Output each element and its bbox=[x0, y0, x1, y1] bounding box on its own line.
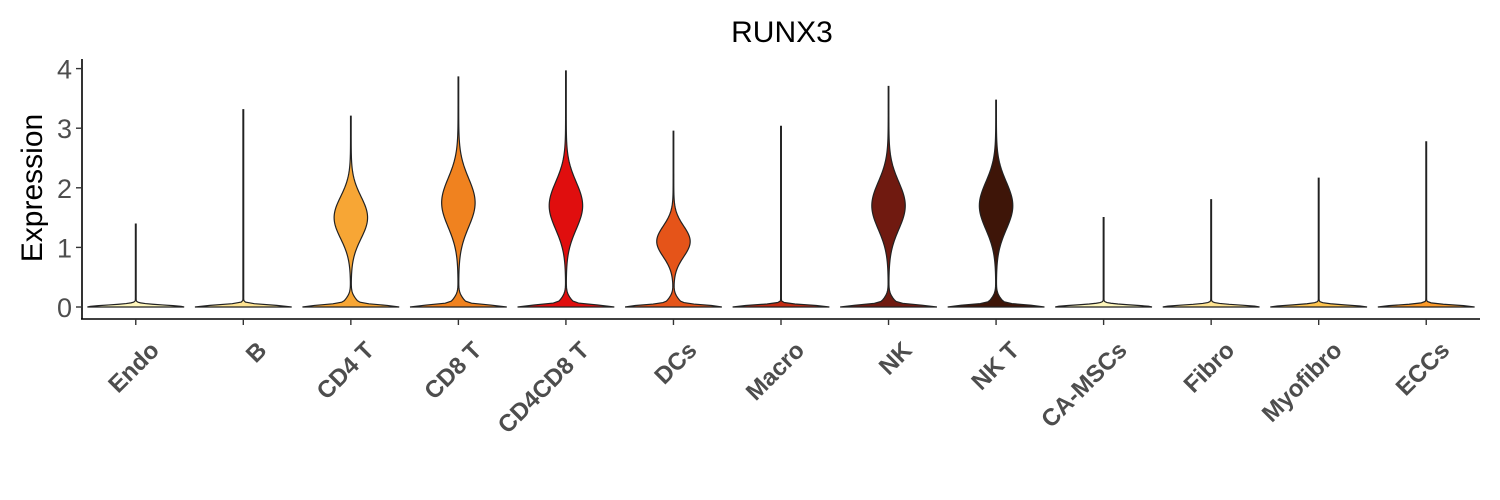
x-tick-label: Macro bbox=[741, 337, 810, 406]
y-tick-label: 0 bbox=[57, 293, 72, 323]
y-tick-label: 4 bbox=[57, 55, 72, 85]
x-tick-label: NK T bbox=[966, 337, 1025, 396]
x-tick-label: Myofibro bbox=[1257, 337, 1348, 428]
violin-cd4cd8-t bbox=[517, 70, 615, 308]
violin-nk-t bbox=[947, 99, 1045, 308]
violin-cd8-t bbox=[409, 76, 507, 308]
x-tick-label: Endo bbox=[103, 337, 165, 399]
violin-endo bbox=[87, 223, 185, 308]
x-tick-label: B bbox=[241, 337, 272, 368]
chart-title: RUNX3 bbox=[731, 16, 833, 49]
violins-layer bbox=[87, 70, 1475, 308]
violin-ca-mscs bbox=[1055, 217, 1153, 308]
x-tick-label: Fibro bbox=[1179, 337, 1241, 399]
violin-eccs bbox=[1377, 141, 1475, 308]
x-tick-label: ECCs bbox=[1391, 337, 1455, 401]
x-tick-label: NK bbox=[874, 336, 918, 380]
violin-fibro bbox=[1162, 199, 1260, 308]
y-ticks: 0 1 2 3 4 bbox=[57, 55, 82, 323]
y-axis-label: Expression bbox=[16, 114, 49, 262]
violin-nk bbox=[840, 85, 938, 308]
y-tick-label: 3 bbox=[57, 114, 72, 144]
x-tick-label: CD8 T bbox=[419, 337, 487, 405]
x-tick-label: CD4CD8 T bbox=[493, 337, 595, 439]
x-tick-label: DCs bbox=[649, 337, 702, 390]
violin-cd4-t bbox=[302, 115, 400, 308]
violin-myofibro bbox=[1270, 177, 1368, 308]
y-tick-label: 2 bbox=[57, 174, 72, 204]
x-ticks: Endo B CD4 T CD8 T CD4CD8 T DCs Macro NK NK T CA-… bbox=[103, 319, 1455, 439]
x-tick-label: CD4 T bbox=[312, 337, 380, 405]
x-tick-label: CA-MSCs bbox=[1036, 337, 1132, 433]
violin-dcs bbox=[624, 130, 722, 308]
violin-b bbox=[194, 109, 292, 308]
y-tick-label: 1 bbox=[57, 233, 72, 263]
violin-macro bbox=[732, 125, 830, 308]
